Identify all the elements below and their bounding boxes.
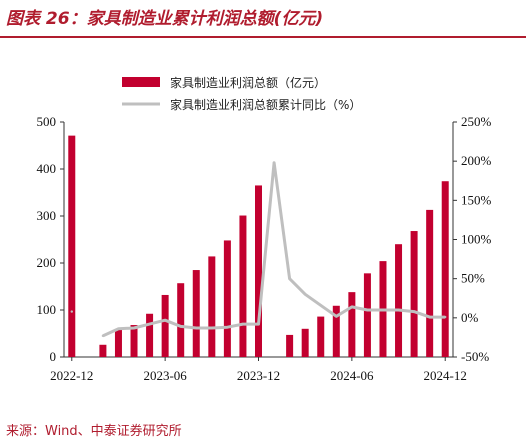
profit-bar bbox=[332, 305, 340, 357]
yoy-growth-point bbox=[381, 308, 385, 312]
yoy-growth-point bbox=[366, 308, 369, 312]
yoy-growth-point bbox=[179, 325, 182, 328]
profit-bar bbox=[130, 325, 138, 357]
source-note: 来源：Wind、中泰证券研究所 bbox=[6, 424, 182, 439]
yoy-growth-point bbox=[444, 315, 447, 319]
profit-bar bbox=[99, 344, 107, 357]
x-tick-label: 2023-12 bbox=[237, 368, 280, 383]
yoy-growth-point bbox=[272, 161, 276, 164]
right-tick-label: 0% bbox=[461, 310, 479, 325]
profit-bar bbox=[177, 283, 185, 357]
title-underline bbox=[0, 36, 526, 38]
profit-bar bbox=[410, 231, 418, 357]
yoy-growth-point bbox=[319, 304, 322, 307]
legend-label-line: 家具制造业利润总额累计同比（%） bbox=[170, 97, 361, 112]
right-tick-label: 200% bbox=[461, 153, 492, 168]
yoy-growth-point bbox=[70, 310, 73, 313]
profit-bar bbox=[363, 273, 371, 357]
profit-bar bbox=[255, 185, 262, 357]
yoy-growth-point bbox=[210, 326, 214, 330]
x-tick-label: 2024-06 bbox=[330, 368, 374, 383]
yoy-growth-point bbox=[132, 326, 136, 330]
yoy-growth-point bbox=[117, 327, 120, 330]
right-tick-label: 100% bbox=[461, 232, 492, 247]
right-tick-label: -50% bbox=[461, 349, 489, 364]
profit-bar bbox=[317, 316, 325, 357]
profit-bar bbox=[348, 292, 356, 357]
profit-bar bbox=[286, 334, 294, 357]
yoy-growth-point bbox=[428, 315, 431, 319]
left-tick-label: 300 bbox=[37, 208, 57, 223]
yoy-growth-point bbox=[195, 326, 198, 330]
x-tick-label: 2024-12 bbox=[424, 368, 467, 383]
profit-bar bbox=[161, 294, 169, 357]
profit-bar bbox=[146, 313, 154, 357]
right-tick-label: 50% bbox=[461, 271, 485, 286]
yoy-growth-point bbox=[257, 322, 260, 326]
yoy-growth-point bbox=[101, 334, 105, 338]
yoy-growth-point bbox=[335, 315, 338, 318]
yoy-growth-point bbox=[412, 310, 416, 313]
right-tick-label: 150% bbox=[461, 192, 492, 207]
profit-bar bbox=[223, 240, 231, 357]
profit-bar bbox=[301, 328, 309, 357]
yoy-growth-point bbox=[350, 305, 354, 309]
right-tick-label: 250% bbox=[461, 114, 492, 129]
yoy-growth-point bbox=[226, 326, 229, 329]
x-tick-label: 2022-12 bbox=[50, 368, 93, 383]
profit-bar bbox=[239, 215, 247, 357]
yoy-growth-point bbox=[241, 322, 245, 326]
x-tick-label: 2023-06 bbox=[143, 368, 187, 383]
profit-bar bbox=[114, 329, 122, 357]
profit-bar bbox=[426, 209, 434, 357]
yoy-growth-line bbox=[102, 161, 446, 338]
profit-bar bbox=[441, 181, 449, 357]
plot-area: 0 100 200 300 400 500 -50% 0% 50% 100% 150% 200% 250… bbox=[37, 114, 492, 383]
profit-bar bbox=[192, 270, 200, 357]
profit-bar bbox=[68, 135, 76, 357]
chart-legend: 家具制造业利润总额（亿元） 家具制造业利润总额累计同比（%） bbox=[122, 75, 361, 112]
figure-title: 图表 26：家具制造业累计利润总额(亿元) bbox=[6, 9, 324, 29]
left-tick-label: 400 bbox=[37, 161, 57, 176]
legend-swatch-bar bbox=[122, 77, 160, 87]
left-tick-label: 100 bbox=[37, 302, 57, 317]
yoy-growth-point bbox=[163, 318, 167, 322]
profit-bar bbox=[208, 256, 216, 357]
yoy-growth-point bbox=[397, 308, 400, 312]
yoy-growth-point bbox=[148, 322, 151, 326]
profit-bar bbox=[395, 244, 403, 357]
left-tick-label: 500 bbox=[37, 114, 57, 129]
left-tick-label: 200 bbox=[37, 255, 57, 270]
yoy-growth-point bbox=[303, 293, 307, 296]
legend-label-bar: 家具制造业利润总额（亿元） bbox=[170, 75, 326, 90]
left-tick-label: 0 bbox=[50, 349, 57, 364]
yoy-growth-point bbox=[288, 277, 291, 280]
